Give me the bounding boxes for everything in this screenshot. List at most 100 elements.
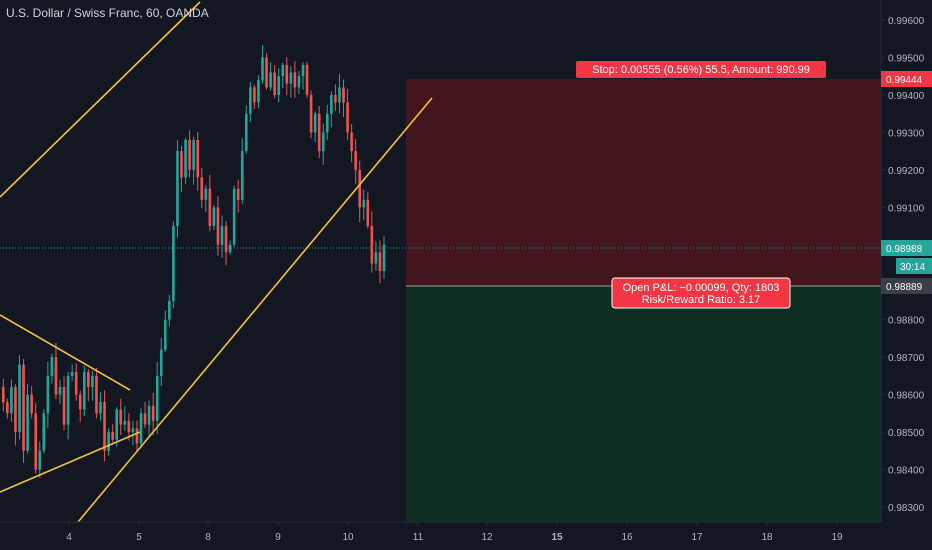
price-tick-label: 0.99600 [888, 16, 925, 27]
candle-down [354, 151, 357, 170]
candle-down [119, 409, 123, 425]
price-tick-label: 0.98800 [888, 316, 925, 327]
candle-down [305, 64, 309, 95]
candle-up [184, 139, 187, 178]
price-tick-label: 0.99400 [888, 91, 925, 102]
candle-up [172, 226, 175, 301]
candle-down [143, 413, 147, 425]
candle-up [321, 132, 325, 152]
time-tick-label: 18 [761, 532, 773, 543]
candle-up [301, 64, 305, 77]
triangle-lower-line[interactable] [0, 431, 141, 493]
trendlines[interactable] [0, 1, 433, 523]
stop-label: Stop: 0.00555 (0.56%) 55.5, Amount: 990.… [576, 61, 826, 78]
candle-up [176, 151, 179, 227]
candle-down [346, 102, 349, 133]
time-tick-label: 12 [481, 532, 493, 543]
candle-down [317, 113, 321, 152]
candle-up [257, 79, 260, 103]
candle-up [159, 349, 163, 376]
candle-down [350, 132, 353, 152]
candle-down [200, 177, 204, 200]
candle-up [107, 432, 110, 451]
candle-up [382, 244, 386, 271]
time-tick-label: 16 [621, 532, 633, 543]
candle-up [164, 319, 167, 350]
candle-up [66, 375, 70, 425]
candle-down [334, 94, 337, 103]
candle-down [309, 94, 313, 133]
candle-up [232, 188, 236, 245]
candle-down [293, 72, 297, 88]
price-tick-label: 0.98400 [888, 466, 925, 477]
candle-down [208, 188, 212, 227]
stop-loss-zone[interactable] [406, 79, 881, 286]
stop-label-text: Stop: 0.00555 (0.56%) 55.5, Amount: 990.… [592, 64, 810, 76]
time-tick-label: 8 [205, 532, 211, 543]
entry-price-tag [881, 278, 932, 294]
candle-up [38, 450, 42, 470]
time-axis[interactable]: 4 5 8 9 10 11 12 15 16 17 18 19 [0, 521, 932, 550]
candle-down [135, 428, 139, 444]
price-axis[interactable]: 0.99600 0.99500 0.99400 0.99300 0.99200 0.991… [880, 0, 932, 522]
stop-price-text: 0.99444 [886, 75, 923, 86]
candle-up [228, 244, 232, 253]
chart-title: U.S. Dollar / Swiss Franc, 60, OANDA [6, 6, 209, 20]
candle-up [220, 226, 224, 245]
candle-down [285, 64, 289, 84]
candle-up [192, 139, 195, 170]
candle-down [265, 57, 268, 88]
pnl-label: Open P&L: −0.00099, Qty: 1803 Risk/Rewar… [611, 277, 791, 309]
lower-channel-line[interactable] [77, 97, 433, 523]
upper-channel-line[interactable] [0, 1, 201, 198]
candle-up [330, 94, 333, 114]
candle-up [50, 357, 54, 376]
time-tick-label: 17 [691, 532, 703, 543]
candle-down [22, 364, 25, 451]
pnl-label-line1: Open P&L: −0.00099, Qty: 1803 [623, 282, 780, 294]
candle-up [269, 72, 272, 88]
candle-up [147, 405, 151, 425]
candle-up [362, 199, 366, 208]
candle-up [249, 87, 252, 114]
candle-up [240, 151, 244, 200]
price-tick-label: 0.99500 [888, 53, 925, 64]
candle-down [111, 432, 114, 440]
candle-up [91, 375, 94, 388]
candle-down [78, 394, 82, 410]
candle-up [10, 387, 13, 414]
candle-up [42, 413, 46, 451]
candle-up [204, 188, 208, 200]
stop-price-tag [881, 71, 932, 87]
candle-up [58, 387, 62, 395]
candle-down [378, 252, 382, 271]
candle-up [131, 428, 135, 433]
time-tick-label: 15 [551, 532, 563, 543]
candle-down [366, 199, 370, 227]
candle-up [261, 57, 264, 80]
candle-up [168, 300, 171, 320]
candle-up [123, 420, 127, 425]
candle-down [253, 87, 256, 103]
candle-up [277, 76, 280, 95]
candle-down [87, 372, 90, 388]
candle-up [374, 252, 378, 264]
time-tick-label: 5 [136, 532, 142, 543]
price-tick-label: 0.98600 [888, 391, 925, 402]
countdown-tag [896, 258, 932, 274]
candle-up [26, 394, 29, 451]
candle-up [46, 375, 50, 414]
candle-down [273, 72, 276, 95]
candle-down [103, 402, 106, 451]
take-profit-zone[interactable] [406, 286, 881, 522]
price-tick-label: 0.99300 [888, 128, 925, 139]
price-tick-label: 0.98700 [888, 353, 925, 364]
candle-down [358, 169, 361, 208]
candle-up [83, 372, 86, 410]
candle-down [180, 151, 183, 178]
triangle-upper-line[interactable] [0, 314, 131, 391]
candle-down [342, 87, 345, 103]
current-price-tag [881, 240, 932, 256]
candle-up [18, 364, 21, 433]
